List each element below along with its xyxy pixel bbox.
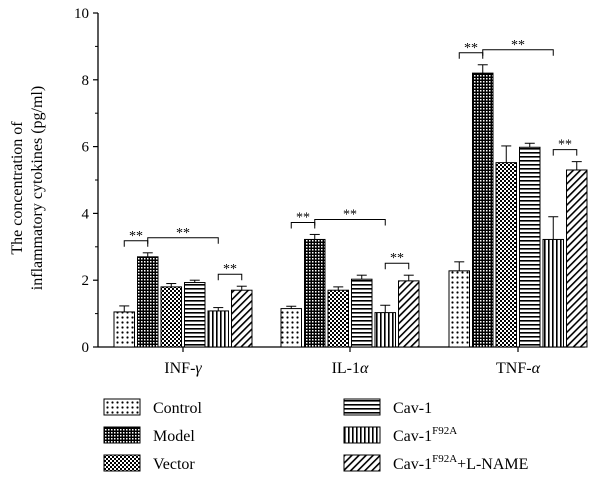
bar-dots (113, 311, 135, 348)
legend: ControlModelVectorCav-1Cav-1F92ACav-1F92… (103, 398, 528, 473)
bar-vertical (542, 238, 564, 348)
legend-swatch-dots (103, 398, 141, 416)
significance-bracket (217, 273, 243, 281)
legend-label-name: Cav-1 (393, 428, 432, 445)
significance-label: ** (390, 251, 404, 266)
legend-label: Cav-1F92A+L-NAME (393, 453, 528, 473)
y-tick-label: 10 (74, 6, 89, 22)
bar-horizontal (351, 278, 373, 348)
legend-swatch-diagonal (343, 454, 381, 472)
significance-label: ** (511, 38, 525, 53)
y-tick-label: 2 (82, 273, 90, 289)
legend-label: Model (153, 428, 195, 445)
legend-label-name: Cav-1 (393, 456, 432, 473)
legend-label: Vector (153, 456, 195, 473)
bar-checker (160, 286, 182, 348)
x-category-label: TNF-α (496, 360, 541, 377)
y-tick-label: 4 (82, 206, 90, 222)
y-axis-title-line2: inflammatory cytokines (pg/ml) (29, 86, 46, 290)
legend-label-name: Control (153, 400, 202, 417)
bar-diagonal (398, 280, 420, 348)
axes-layer: 0 2 4 6 8 10 The concentration of inflammatory … (9, 6, 585, 377)
significance-label: ** (464, 41, 478, 56)
significance-layer: ** ** ** ** ** ** ** ** ** (123, 38, 578, 281)
y-axis-title-line1: The concentration of (9, 121, 26, 255)
significance-label: ** (129, 229, 143, 244)
bar-vertical (207, 310, 229, 348)
bar-crosshatch (472, 72, 494, 348)
y-tick-label: 0 (82, 340, 90, 356)
significance-bracket (147, 237, 219, 244)
significance-label: ** (223, 262, 237, 277)
x-category-greek: α (360, 360, 369, 377)
legend-swatch-checker (103, 454, 141, 472)
significance-label: ** (176, 226, 190, 241)
x-category-label: IL-1α (332, 360, 369, 377)
legend-label: Cav-1F92A (393, 425, 457, 445)
y-tick-label: 8 (82, 73, 90, 89)
significance-bracket (552, 149, 578, 156)
bar-crosshatch (304, 238, 326, 348)
significance-bracket (482, 49, 554, 56)
legend-label: Cav-1 (393, 400, 432, 417)
legend-label-superscript: F92A (432, 425, 457, 437)
legend-label-name: Model (153, 428, 195, 445)
x-category-label-text: INF- (164, 360, 195, 377)
x-category-greek: γ (195, 360, 202, 377)
bar-crosshatch (137, 256, 159, 348)
legend-label-name: Vector (153, 456, 195, 473)
bar-dots (280, 308, 302, 348)
significance-label: ** (296, 210, 310, 225)
x-category-greek: α (532, 360, 541, 377)
x-category-label-text: TNF- (496, 360, 532, 377)
y-tick-label: 6 (82, 140, 90, 156)
bar-checker (495, 162, 517, 348)
x-category-label: INF-γ (164, 360, 202, 377)
significance-bracket (384, 262, 410, 270)
legend-swatch-vertical (343, 426, 381, 444)
bar-dots (448, 270, 470, 348)
bar-diagonal (231, 289, 253, 348)
legend-swatch-horizontal (343, 398, 381, 416)
significance-label: ** (343, 207, 357, 222)
legend-label: Control (153, 400, 202, 417)
significance-bracket (314, 218, 386, 226)
significance-label: ** (558, 138, 572, 153)
legend-label-name: Cav-1 (393, 400, 432, 417)
legend-label-suffix: +L-NAME (457, 456, 528, 473)
bar-horizontal (184, 282, 206, 348)
x-category-label-text: IL-1 (332, 360, 360, 377)
bar-diagonal (566, 169, 588, 348)
legend-label-superscript: F92A (432, 453, 457, 465)
bars-layer (113, 64, 588, 348)
bar-checker (327, 289, 349, 348)
bar-horizontal (519, 146, 541, 348)
legend-swatch-crosshatch (103, 426, 141, 444)
bar-vertical (374, 312, 396, 348)
